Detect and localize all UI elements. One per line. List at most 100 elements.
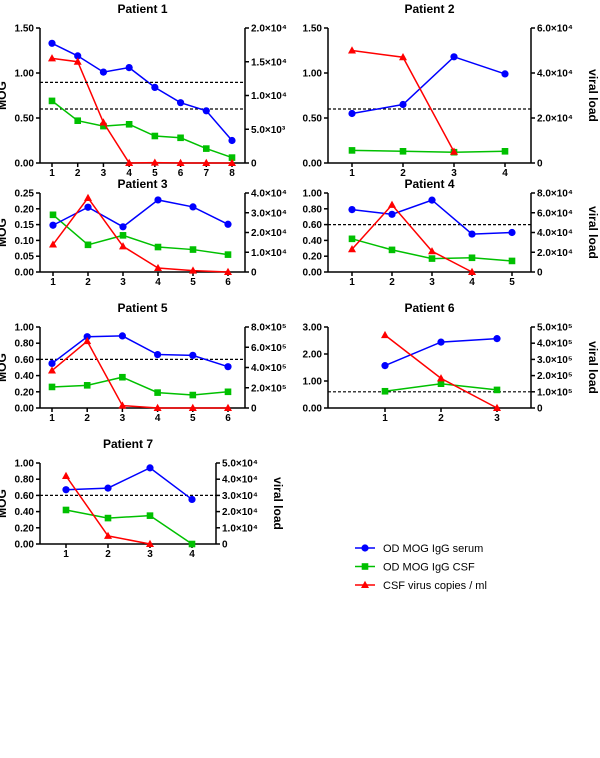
legend-marker [361, 563, 369, 570]
x-tick-label: 1 [349, 277, 355, 288]
y-tick-label: 0.80 [303, 204, 323, 215]
y-axis-label: MOG [0, 353, 9, 382]
serum-line [51, 335, 229, 368]
panel-6: Patient 6 0.00 1.00 2.00 3.00 0 1.0×10⁵ 2.0×10⁵… [303, 301, 600, 424]
serum-line [51, 42, 233, 141]
y2-tick-label: 2.0×10⁴ [537, 248, 573, 259]
csf-line [51, 376, 229, 396]
csf-point [508, 257, 516, 265]
csf-point [189, 246, 197, 253]
y-tick-label: 1.00 [303, 189, 323, 200]
csf-point [428, 255, 436, 262]
y2-tick-label: 0 [537, 159, 543, 170]
panel-3: Patient 3 0.00 0.05 0.10 0.15 0.20 0.25 0 1.0×10… [0, 81, 287, 288]
virus-line [51, 340, 228, 409]
serum-point [399, 100, 407, 109]
x-tick-label: 2 [75, 168, 81, 179]
x-tick-label: 8 [229, 168, 235, 179]
y2-tick-label: 4.0×10⁴ [222, 475, 258, 486]
y-tick-label: 0.40 [15, 371, 35, 382]
x-tick-label: 2 [105, 549, 111, 560]
x-tick-label: 5 [152, 168, 158, 179]
serum-point [224, 220, 232, 228]
virus-point [493, 403, 501, 411]
legend: OD MOG IgG serum OD MOG IgG CSF CSF virus … [355, 543, 487, 592]
csf-point [228, 154, 236, 161]
virus-point [146, 539, 154, 547]
y2-axis-label: viral load [586, 341, 600, 394]
y-tick-label: 0.80 [15, 339, 35, 350]
y-tick-label: 0.00 [15, 159, 35, 170]
y2-tick-label: 8.0×10⁵ [251, 323, 287, 334]
y-tick-label: 0.40 [303, 236, 323, 247]
serum-point [202, 107, 210, 115]
serum-point [104, 484, 112, 492]
y2-tick-label: 3.0×10⁵ [537, 355, 573, 366]
panel-7: Patient 7 0.00 0.20 0.40 0.60 0.80 1.00 0 1.0×10… [0, 437, 285, 560]
serum-point [62, 486, 70, 494]
y2-tick-label: 4.0×10⁵ [537, 339, 573, 350]
serum-point [154, 196, 162, 204]
y2-tick-label: 1.0×10⁵ [537, 387, 573, 398]
virus-point [118, 401, 127, 409]
x-tick-label: 1 [50, 277, 56, 288]
serum-point [99, 68, 108, 76]
virus-point [154, 263, 162, 272]
y-tick-label: 1.00 [303, 69, 323, 80]
virus-point [189, 266, 197, 274]
virus-point [84, 193, 92, 201]
legend-marker [361, 544, 369, 552]
y-tick-label: 3.00 [303, 323, 323, 334]
y2-tick-label: 3.0×10⁴ [222, 491, 258, 502]
serum-point [228, 136, 236, 145]
csf-point [100, 122, 107, 130]
y-tick-label: 0.20 [15, 204, 35, 215]
panel-title: Patient 2 [404, 2, 454, 16]
virus-point [73, 57, 82, 65]
csf-point [188, 540, 196, 548]
y-tick-label: 0.15 [15, 220, 35, 231]
y-tick-label: 0.50 [303, 114, 323, 125]
panel-1: Patient 1 0.00 0.50 1.00 1.50 0 5.0×10³ 1.0×10⁴… [0, 2, 287, 179]
y2-tick-label: 2.0×10⁴ [537, 114, 573, 125]
x-tick-label: 1 [49, 413, 55, 424]
serum-point [83, 333, 91, 341]
csf-point [468, 254, 476, 262]
csf-point [381, 387, 389, 395]
y-tick-label: 0.60 [303, 220, 323, 231]
serum-point [428, 196, 436, 204]
y-axis-label: MOG [0, 81, 9, 110]
serum-point [501, 70, 509, 78]
serum-point [154, 350, 162, 359]
y-tick-label: 0.40 [15, 507, 35, 518]
panel-title: Patient 7 [103, 437, 153, 451]
csf-point [437, 380, 445, 387]
csf-point [202, 145, 210, 152]
serum-point [74, 52, 82, 60]
serum-line [351, 199, 513, 235]
virus-point [48, 366, 56, 374]
csf-point [62, 506, 70, 514]
virus-point [224, 403, 232, 411]
y2-tick-label: 0 [222, 540, 228, 551]
y2-tick-label: 3.0×10⁴ [251, 208, 287, 219]
serum-point [450, 53, 458, 61]
virus-point [381, 330, 389, 339]
csf-point [151, 132, 159, 140]
csf-point [48, 97, 56, 105]
y2-axis-label: viral load [586, 69, 600, 122]
serum-line [351, 55, 506, 115]
virus-point [62, 471, 70, 479]
y2-tick-label: 5.0×10⁵ [537, 323, 573, 334]
y2-tick-label: 2.0×10⁴ [251, 24, 287, 35]
csf-point [154, 243, 162, 251]
serum-point [493, 335, 501, 343]
virus-point [104, 531, 112, 539]
y-tick-label: 1.50 [15, 24, 35, 35]
x-tick-label: 3 [429, 277, 435, 288]
serum-point [119, 223, 127, 231]
x-tick-label: 3 [120, 277, 126, 288]
legend-label: OD MOG IgG serum [383, 543, 483, 555]
x-tick-label: 4 [126, 168, 132, 179]
